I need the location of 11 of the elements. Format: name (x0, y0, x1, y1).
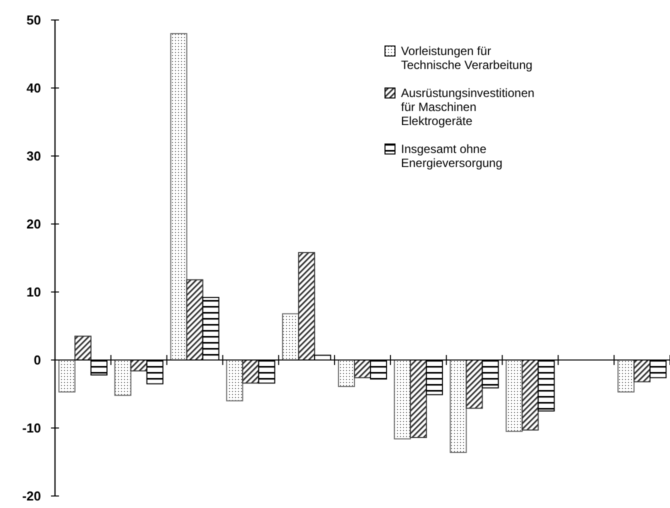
y-tick-label: 0 (34, 352, 41, 368)
legend-label: Vorleistungen für Technische Verarbeitung (401, 44, 532, 72)
legend-label: Ausrüstungsinvestitionen für Maschinen Elektrogeräte (401, 86, 534, 128)
y-tick-label: -20 (22, 488, 41, 504)
y-tick-label: 30 (26, 148, 41, 164)
y-tick-label: 50 (26, 12, 41, 28)
y-tick-label: -10 (22, 420, 41, 436)
legend-label: Insgesamt ohne Energieversorgung (401, 142, 502, 170)
y-tick-label: 40 (26, 80, 41, 96)
y-tick-label: 20 (26, 216, 41, 232)
y-tick-label: 10 (26, 284, 41, 300)
